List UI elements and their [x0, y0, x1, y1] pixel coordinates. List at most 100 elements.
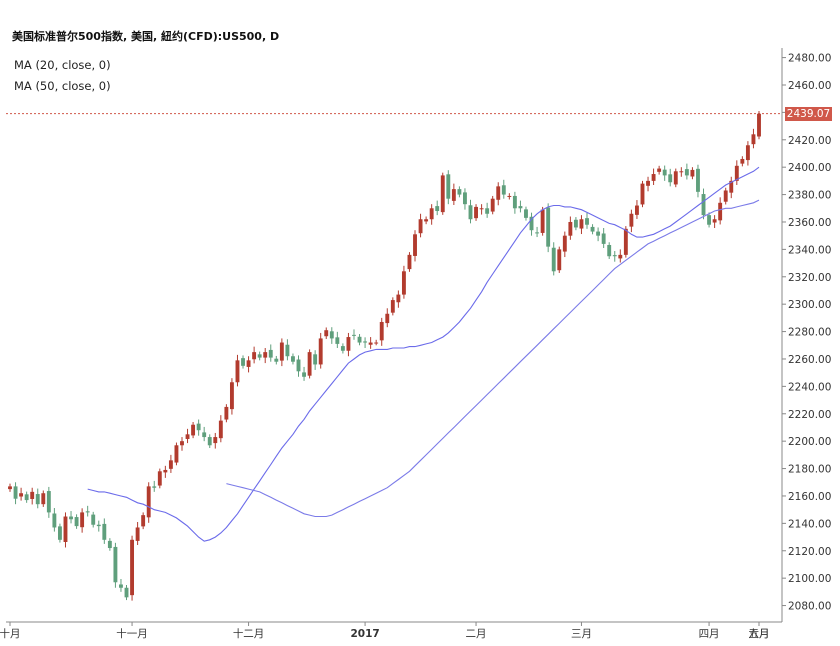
- candle: [551, 242, 556, 276]
- candle: [285, 339, 290, 361]
- candle-body: [507, 195, 512, 197]
- candle-body: [734, 165, 739, 181]
- candle-body: [723, 190, 728, 202]
- candle: [451, 183, 456, 205]
- y-tick-label: 2120.00: [788, 546, 831, 558]
- candle: [30, 487, 35, 505]
- candle-body: [612, 255, 617, 257]
- candle-body: [474, 206, 478, 219]
- candle-body: [535, 232, 540, 234]
- candle: [579, 215, 584, 235]
- candle-body: [562, 235, 567, 252]
- candle: [185, 428, 190, 444]
- candle-body: [285, 344, 290, 357]
- candle: [24, 491, 29, 503]
- candle-body: [396, 294, 401, 303]
- candle-body: [446, 174, 451, 199]
- candle: [52, 508, 57, 532]
- candle-body: [91, 514, 96, 525]
- candle-body: [80, 512, 85, 528]
- candle-body: [19, 493, 24, 497]
- candle: [291, 353, 295, 365]
- candle: [468, 199, 473, 224]
- candle: [718, 197, 723, 225]
- candle-body: [235, 360, 240, 383]
- candle: [296, 355, 301, 377]
- candle-body: [35, 494, 40, 505]
- candle: [435, 200, 440, 216]
- candle-body: [135, 527, 140, 541]
- candle-body: [57, 526, 62, 540]
- candle-body: [485, 208, 490, 214]
- candle-body: [596, 231, 601, 236]
- candle: [41, 490, 46, 507]
- candle-body: [385, 313, 390, 324]
- candle-body: [623, 228, 628, 255]
- candle: [318, 332, 323, 369]
- candle-body: [363, 341, 368, 343]
- y-tick-label: 2160.00: [788, 491, 831, 503]
- candle-body: [318, 338, 323, 365]
- candle-body: [191, 424, 196, 436]
- candle: [279, 338, 284, 367]
- candle-body: [168, 460, 173, 469]
- x-tick-label: 四月: [699, 628, 720, 640]
- candle: [96, 520, 101, 532]
- candle-body: [684, 169, 689, 176]
- ma50-line: [226, 199, 760, 518]
- candle-body: [340, 346, 345, 351]
- y-tick-label: 2240.00: [788, 381, 831, 393]
- candle: [35, 488, 40, 509]
- candle-body: [279, 342, 284, 361]
- candle-body: [346, 337, 351, 351]
- y-tick-label: 2460.00: [788, 80, 831, 92]
- candle-body: [529, 216, 534, 231]
- candle: [13, 482, 18, 505]
- candle: [157, 468, 162, 489]
- candle-body: [113, 546, 118, 583]
- x-tick-label: 十月: [0, 627, 21, 640]
- candle-body: [701, 194, 706, 216]
- candle: [202, 426, 207, 442]
- candle: [163, 465, 168, 478]
- candle-body: [745, 145, 750, 161]
- candle-body: [41, 493, 46, 505]
- candle-body: [557, 249, 562, 271]
- candle-body: [429, 208, 434, 220]
- candle: [529, 212, 534, 236]
- candle: [146, 482, 151, 523]
- candle: [540, 206, 545, 236]
- candle-body: [401, 271, 406, 295]
- candle: [113, 542, 118, 588]
- x-tick-label: 2017: [350, 628, 379, 640]
- candle-body: [163, 469, 168, 473]
- chart-title: 美国标准普尔500指数, 美国, 紐约(CFD):US500, D: [12, 30, 280, 43]
- x-tick-label: 十二月: [233, 627, 265, 640]
- candle-body: [479, 208, 484, 210]
- candle: [463, 188, 467, 210]
- candle-body: [313, 354, 318, 365]
- x-tick-label: 三月: [571, 628, 592, 640]
- candle-body: [629, 213, 634, 227]
- candle-body: [141, 515, 146, 527]
- candle: [485, 202, 490, 218]
- moving-average-lines: [87, 166, 760, 542]
- candle-body: [601, 233, 606, 244]
- y-tick-label: 2100.00: [788, 573, 831, 585]
- candle-body: [451, 189, 456, 201]
- candle-body: [646, 180, 650, 186]
- candle-body: [124, 587, 129, 598]
- candle-body: [634, 205, 639, 215]
- candle: [512, 191, 517, 214]
- candle-body: [302, 372, 306, 377]
- candle: [557, 246, 562, 273]
- candle-body: [146, 486, 151, 518]
- candle: [429, 204, 434, 225]
- candle: [501, 179, 506, 199]
- candle: [385, 308, 390, 328]
- candle: [634, 200, 639, 219]
- candle: [446, 170, 451, 205]
- candle-body: [512, 195, 517, 209]
